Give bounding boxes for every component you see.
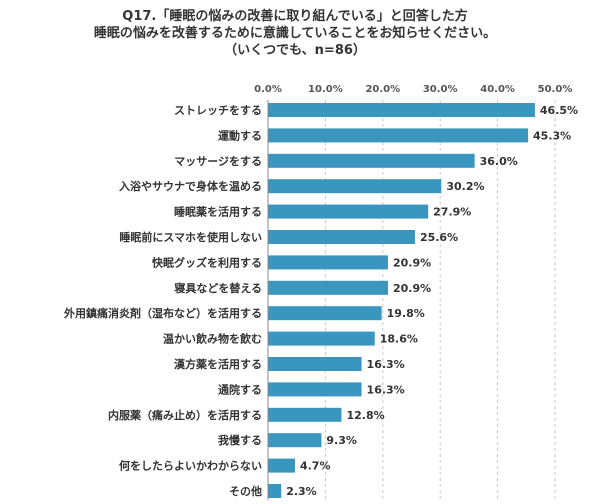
- category-label: その他: [229, 484, 262, 498]
- bar: [268, 306, 382, 321]
- data-label: 45.3%: [533, 129, 571, 142]
- category-label: 運動する: [218, 128, 262, 142]
- category-label: 通院する: [218, 382, 262, 396]
- data-label: 20.9%: [393, 256, 431, 269]
- category-label: 快眠グッズを利用する: [151, 255, 262, 269]
- bar: [268, 357, 362, 371]
- x-tick-label: 50.0%: [538, 84, 573, 95]
- x-tick-label: 20.0%: [365, 84, 400, 95]
- bar: [268, 128, 529, 143]
- category-labels: ストレッチをする運動するマッサージをする入浴やサウナで身体を温める睡眠薬を活用す…: [63, 104, 262, 498]
- category-label: 睡眠前にスマホを使用しない: [119, 230, 262, 244]
- data-label: 16.3%: [367, 358, 405, 371]
- bar: [268, 407, 342, 422]
- data-label: 4.7%: [300, 460, 331, 473]
- x-tick-label: 0.0%: [254, 84, 282, 95]
- chart-title: Q17.「睡眠の悩みの改善に取り組んでいる」と回答した方 睡眠の悩みを改善するた…: [0, 8, 590, 59]
- bar: [268, 179, 442, 194]
- data-label: 20.9%: [393, 282, 431, 295]
- x-tick-labels: 0.0% 10.0% 20.0% 30.0% 40.0% 50.0%: [254, 84, 572, 95]
- data-label: 16.3%: [367, 383, 405, 396]
- category-label: ストレッチをする: [174, 104, 262, 117]
- bar: [268, 204, 429, 219]
- category-label: 漢方薬を活用する: [174, 357, 262, 371]
- bar: [268, 433, 322, 448]
- bar: [268, 458, 295, 473]
- x-tick-label: 10.0%: [308, 84, 343, 95]
- category-label: 入浴やサウナで身体を温める: [119, 179, 262, 193]
- category-label: 何をしたらよいかわからない: [119, 459, 262, 473]
- bar: [268, 255, 388, 270]
- data-label: 30.2%: [446, 180, 484, 193]
- data-label: 18.6%: [380, 333, 418, 346]
- title-line-2: 睡眠の悩みを改善するために意識していることをお知らせください。: [93, 26, 497, 41]
- data-label: 36.0%: [480, 155, 518, 168]
- category-label: 寝具などを替える: [174, 281, 262, 295]
- data-label: 27.9%: [433, 206, 471, 219]
- x-tick-label: 30.0%: [423, 84, 458, 95]
- bar: [268, 484, 282, 498]
- title-line-1: Q17.「睡眠の悩みの改善に取り組んでいる」と回答した方: [122, 9, 468, 24]
- data-label: 19.8%: [387, 307, 425, 320]
- data-label: 12.8%: [346, 409, 384, 422]
- category-label: 睡眠薬を活用する: [174, 205, 262, 219]
- category-label: 我慢する: [218, 433, 262, 447]
- data-label: 46.5%: [540, 104, 578, 117]
- category-label: マッサージをする: [174, 155, 262, 168]
- title-line-3: （いくつでも、n=86）: [224, 43, 366, 58]
- bar: [268, 230, 415, 244]
- bar: [268, 103, 535, 117]
- data-label: 2.3%: [286, 485, 317, 498]
- category-label: 温かい飲み物を飲む: [163, 332, 262, 346]
- bar: [268, 153, 475, 168]
- category-label: 外用鎮痛消炎剤（湿布など）を活用する: [63, 306, 262, 320]
- bar: [268, 280, 388, 295]
- bars: [268, 103, 535, 498]
- x-tick-label: 40.0%: [480, 84, 515, 95]
- data-label: 9.3%: [326, 434, 357, 447]
- value-labels: 46.5% 45.3% 36.0% 30.2% 27.9% 25.6% 20.9% 20.9%…: [286, 104, 578, 498]
- category-label: 内服薬（痛み止め）を活用する: [108, 408, 262, 422]
- bar: [268, 331, 375, 346]
- bar: [268, 382, 362, 397]
- data-label: 25.6%: [420, 231, 458, 244]
